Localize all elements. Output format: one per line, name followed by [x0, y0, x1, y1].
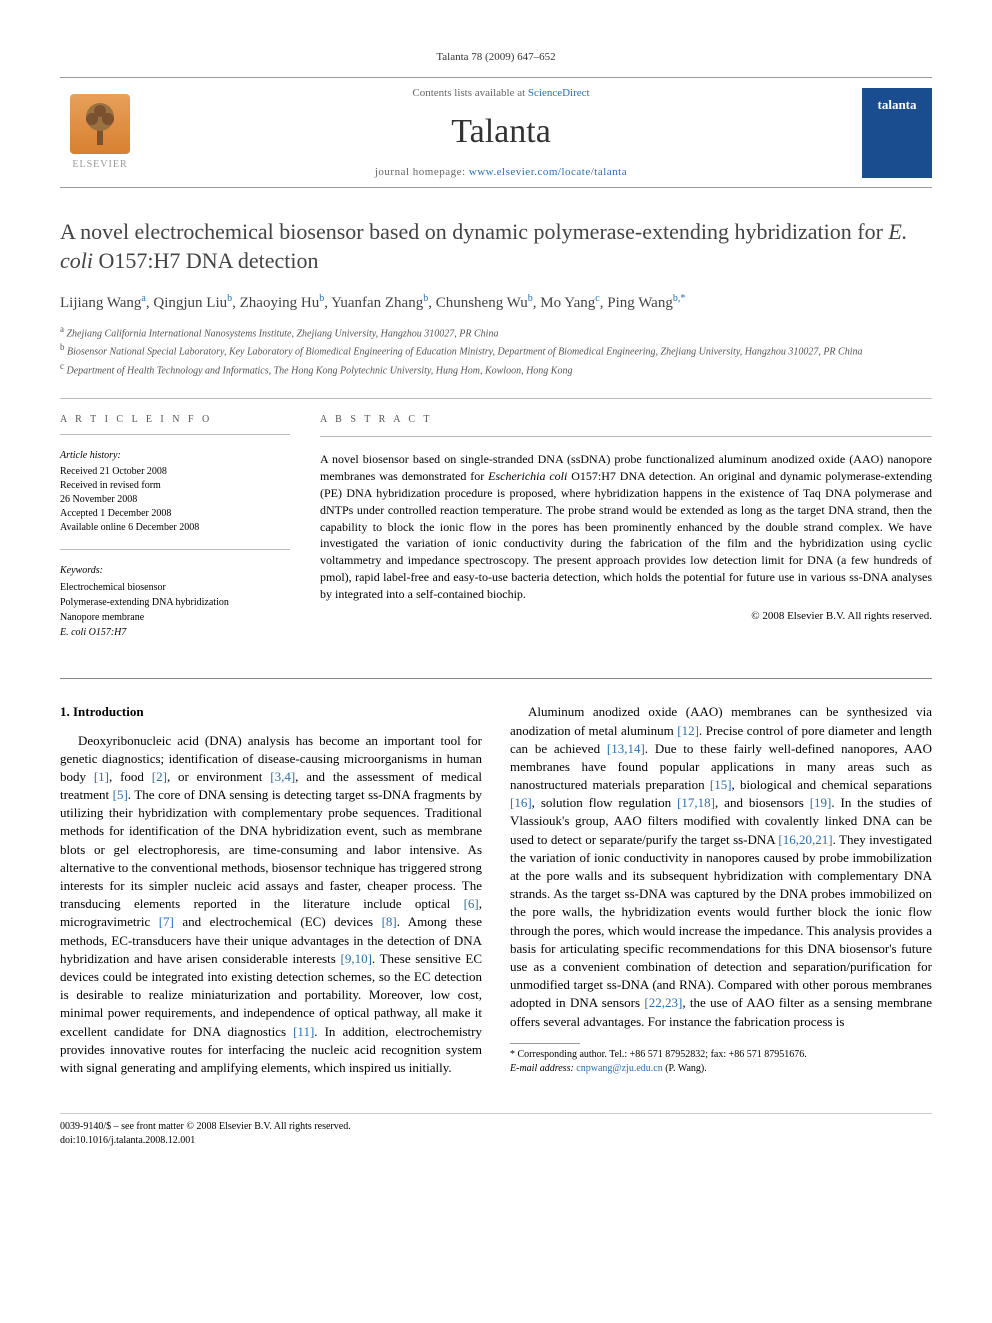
keyword: E. coli O157:H7	[60, 625, 290, 640]
contents-lists-line: Contents lists available at ScienceDirec…	[160, 86, 842, 101]
history-accepted: Accepted 1 December 2008	[60, 507, 290, 521]
journal-homepage-line: journal homepage: www.elsevier.com/locat…	[160, 165, 842, 180]
divider	[510, 1043, 580, 1044]
email-suffix: (P. Wang).	[663, 1063, 707, 1074]
keywords-label: Keywords:	[60, 564, 290, 578]
elsevier-tree-icon	[70, 94, 130, 154]
page-citation: Talanta 78 (2009) 647–652	[60, 50, 932, 65]
divider	[60, 398, 932, 399]
affiliation-b: b Biosensor National Special Laboratory,…	[60, 341, 932, 359]
corresponding-author-note: * Corresponding author. Tel.: +86 571 87…	[510, 1043, 932, 1076]
abstract-text: A novel biosensor based on single-strand…	[320, 451, 932, 602]
article-info-heading: A R T I C L E I N F O	[60, 413, 290, 427]
body-paragraph: Deoxyribonucleic acid (DNA) analysis has…	[60, 732, 482, 1078]
corresponding-star: *	[510, 1049, 515, 1060]
divider	[60, 549, 290, 550]
journal-name: Talanta	[160, 109, 842, 155]
article-body: 1. Introduction Deoxyribonucleic acid (D…	[60, 703, 932, 1077]
corresponding-line: Corresponding author. Tel.: +86 571 8795…	[518, 1049, 807, 1060]
doi-line: doi:10.1016/j.talanta.2008.12.001	[60, 1134, 351, 1148]
contents-prefix: Contents lists available at	[412, 87, 527, 99]
affiliation-c: c Department of Health Technology and In…	[60, 360, 932, 378]
article-info-sidebar: A R T I C L E I N F O Article history: R…	[60, 413, 290, 655]
elsevier-label: ELSEVIER	[72, 158, 127, 172]
article-history-label: Article history:	[60, 449, 290, 463]
section-heading-intro: 1. Introduction	[60, 703, 482, 721]
elsevier-logo: ELSEVIER	[60, 88, 140, 178]
history-received: Received 21 October 2008	[60, 465, 290, 479]
affiliation-a: a Zhejiang California International Nano…	[60, 323, 932, 341]
abstract-heading: A B S T R A C T	[320, 413, 932, 427]
page-footer: 0039-9140/$ – see front matter © 2008 El…	[60, 1113, 932, 1147]
divider	[320, 436, 932, 437]
divider	[60, 434, 290, 435]
affiliations: a Zhejiang California International Nano…	[60, 323, 932, 378]
history-revised-1: Received in revised form	[60, 479, 290, 493]
front-matter-line: 0039-9140/$ – see front matter © 2008 El…	[60, 1120, 351, 1134]
divider	[60, 678, 932, 679]
author-list: Lijiang Wanga, Qingjun Liub, Zhaoying Hu…	[60, 292, 932, 313]
journal-masthead: ELSEVIER Contents lists available at Sci…	[60, 77, 932, 189]
history-online: Available online 6 December 2008	[60, 521, 290, 535]
journal-homepage-link[interactable]: www.elsevier.com/locate/talanta	[469, 166, 627, 178]
keyword: Electrochemical biosensor	[60, 580, 290, 595]
corresponding-email-link[interactable]: cnpwang@zju.edu.cn	[576, 1063, 662, 1074]
keyword: Polymerase-extending DNA hybridization	[60, 595, 290, 610]
article-title: A novel electrochemical biosensor based …	[60, 218, 932, 275]
email-label: E-mail address:	[510, 1063, 576, 1074]
journal-cover-thumbnail: talanta	[862, 88, 932, 178]
body-paragraph: Aluminum anodized oxide (AAO) membranes …	[510, 703, 932, 1030]
history-revised-2: 26 November 2008	[60, 493, 290, 507]
abstract-copyright: © 2008 Elsevier B.V. All rights reserved…	[320, 609, 932, 624]
keyword: Nanopore membrane	[60, 610, 290, 625]
sciencedirect-link[interactable]: ScienceDirect	[528, 87, 590, 99]
homepage-prefix: journal homepage:	[375, 166, 469, 178]
abstract-column: A B S T R A C T A novel biosensor based …	[320, 413, 932, 655]
